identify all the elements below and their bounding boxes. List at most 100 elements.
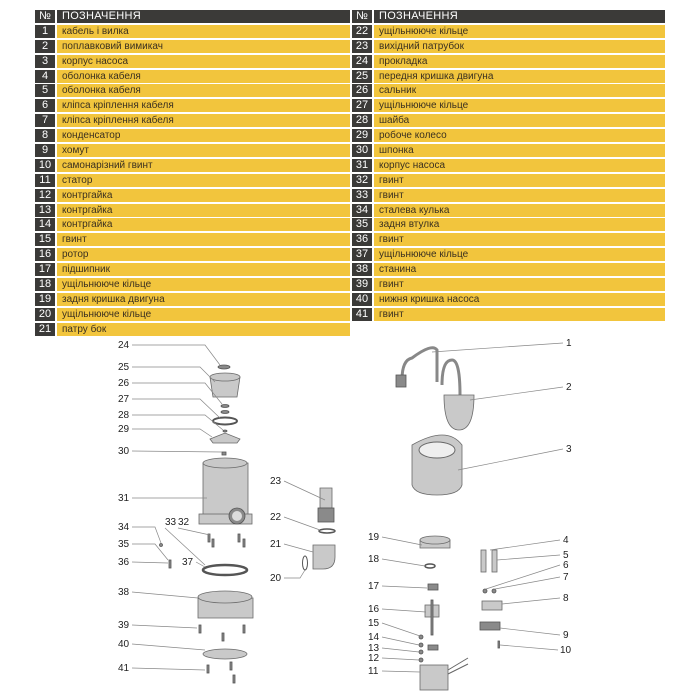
part-name: шпонка — [374, 144, 665, 158]
leader-line — [131, 667, 206, 671]
part-o-ring — [318, 528, 336, 534]
callout-number: 25 — [118, 362, 130, 373]
part-name: кабель і вилка — [57, 24, 350, 38]
leader-line — [132, 398, 221, 419]
part-number: 18 — [35, 278, 55, 292]
table-row: 39 гвинт — [352, 278, 665, 292]
part-number: 25 — [352, 69, 372, 83]
leader-line — [177, 527, 211, 536]
part-number: 3 — [35, 54, 55, 68]
part-name: вихідний патрубок — [374, 39, 665, 53]
part-name: нижня кришка насоса — [374, 292, 665, 306]
callout-number: 39 — [118, 620, 130, 631]
callout-number: 13 — [368, 643, 380, 654]
callout-number: 24 — [118, 340, 130, 351]
leader-line — [381, 608, 427, 613]
part-number: 30 — [352, 144, 372, 158]
table-row: 10 самонарізний гвинт — [35, 158, 350, 172]
part-number: 29 — [352, 129, 372, 143]
part-number: 6 — [35, 99, 55, 113]
part-number: 4 — [35, 69, 55, 83]
leader-line — [131, 450, 223, 453]
part-number: 34 — [352, 203, 372, 217]
table-row: 4 оболонка кабеля — [35, 69, 350, 83]
parts-table-right: № ПОЗНАЧЕННЯ 22 ущільнююче кільце 23 вихідн… — [352, 10, 665, 323]
part-number: 19 — [35, 292, 55, 306]
table-row: 13 контргайка — [35, 203, 350, 217]
part-bearing — [427, 583, 439, 591]
part-number: 9 — [35, 144, 55, 158]
table-row: 27 ущільнююче кільце — [352, 99, 665, 113]
part-self-tapping-screw — [497, 640, 500, 649]
part-name: сталева кулька — [374, 203, 665, 217]
part-number: 10 — [35, 158, 55, 172]
leader-line — [381, 647, 420, 653]
part-name: кліпса кріплення кабеля — [57, 114, 350, 128]
part-cable-sleeve — [480, 549, 487, 573]
part-name: контргайка — [57, 188, 350, 202]
callout-number: 26 — [118, 378, 130, 389]
part-number: 28 — [352, 114, 372, 128]
leader-line — [469, 386, 564, 401]
part-outlet-pipe — [319, 487, 333, 509]
callout-number: 11 — [368, 666, 379, 677]
part-outlet-port-hole — [232, 511, 242, 521]
callout-number: 23 — [270, 476, 282, 487]
part-name: гвинт — [374, 173, 665, 187]
callout-number: 19 — [368, 532, 380, 543]
part-number: 16 — [35, 248, 55, 262]
table-row: 31 корпус насоса — [352, 158, 665, 172]
part-clip — [491, 588, 497, 594]
part-name: ущільнююче кільце — [374, 99, 665, 113]
leader-line — [131, 624, 198, 629]
table-row: 25 передня кришка двигуна — [352, 69, 665, 83]
part-number: 21 — [35, 322, 55, 336]
part-number: 31 — [352, 158, 372, 172]
part-steel-ball — [159, 543, 163, 547]
part-name: станина — [374, 263, 665, 277]
part-rotor-shaft — [430, 599, 434, 636]
callout-number: 7 — [563, 572, 569, 583]
part-number: 40 — [352, 292, 372, 306]
table-row: 17 підшипник — [35, 263, 350, 277]
table-row: 35 задня втулка — [352, 218, 665, 232]
table-row: 18 ущільнююче кільце — [35, 278, 350, 292]
part-float-switch — [443, 394, 475, 431]
callout-number: 14 — [368, 632, 380, 643]
part-nuts — [418, 634, 424, 663]
part-name: контргайка — [57, 218, 350, 232]
callout-number: 3 — [566, 444, 572, 455]
table-row: 26 сальник — [352, 84, 665, 98]
leader-line — [131, 643, 206, 651]
leader-line — [283, 543, 314, 553]
part-front-cover-top — [209, 372, 241, 382]
part-number: 27 — [352, 99, 372, 113]
part-plug — [395, 374, 407, 388]
part-outlet-pipe-nut — [317, 507, 335, 523]
part-o-ring — [212, 416, 238, 426]
part-number: 7 — [35, 114, 55, 128]
part-name: самонарізний гвинт — [57, 158, 350, 172]
part-name: гвинт — [374, 233, 665, 247]
leader-line — [132, 382, 223, 405]
part-number: 37 — [352, 248, 372, 262]
part-gasket — [217, 364, 231, 370]
table-row: 5 оболонка кабеля — [35, 84, 350, 98]
part-capacitor — [481, 600, 503, 611]
leader-line — [381, 536, 423, 546]
table-header: № ПОЗНАЧЕННЯ — [352, 10, 665, 23]
callout-number: 29 — [118, 424, 130, 435]
callout-number: 21 — [270, 539, 282, 550]
part-elbow — [312, 544, 336, 570]
part-name: задня кришка двигуна — [57, 292, 350, 306]
part-number: 38 — [352, 263, 372, 277]
part-name: підшипник — [57, 263, 350, 277]
left-assembly — [159, 364, 336, 684]
part-stand-top — [197, 590, 253, 604]
part-number: 41 — [352, 307, 372, 321]
callout-number: 38 — [118, 587, 130, 598]
leader-line — [381, 670, 421, 673]
part-housing-handle — [418, 441, 456, 459]
callout-number: 9 — [563, 630, 569, 641]
part-number: 5 — [35, 84, 55, 98]
